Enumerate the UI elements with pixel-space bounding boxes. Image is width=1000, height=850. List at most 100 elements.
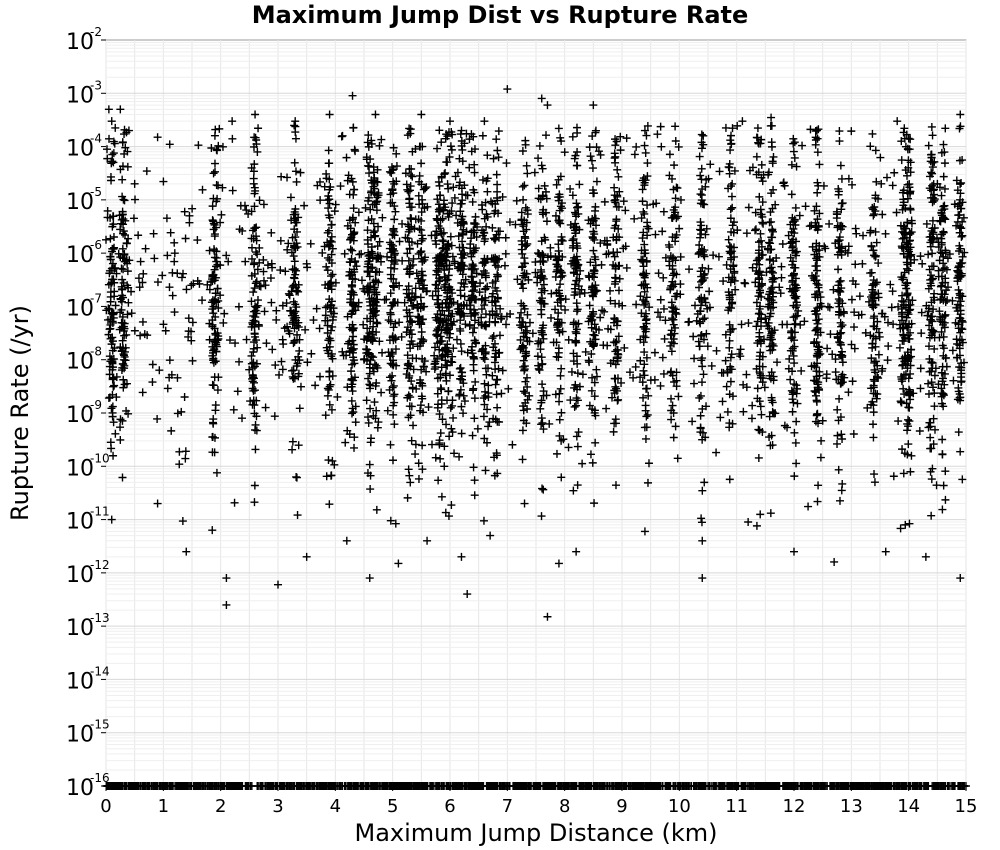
scatter-point bbox=[665, 171, 674, 180]
scatter-point bbox=[596, 150, 605, 159]
scatter-point bbox=[480, 434, 489, 443]
scatter-point bbox=[587, 386, 596, 395]
scatter-point bbox=[611, 141, 620, 150]
scatter-point bbox=[495, 227, 504, 236]
scatter-point bbox=[869, 408, 878, 417]
scatter-point bbox=[390, 231, 399, 240]
scatter-point bbox=[502, 159, 511, 168]
scatter-point bbox=[696, 424, 705, 433]
scatter-point bbox=[578, 370, 587, 379]
scatter-point bbox=[385, 385, 394, 394]
scatter-point bbox=[954, 285, 963, 294]
scatter-point bbox=[728, 124, 737, 133]
scatter-point bbox=[956, 393, 965, 402]
scatter-point bbox=[150, 254, 159, 263]
scatter-point bbox=[523, 382, 532, 391]
scatter-point bbox=[148, 378, 157, 387]
scatter-point bbox=[855, 292, 864, 301]
scatter-point bbox=[695, 342, 704, 351]
scatter-point bbox=[658, 353, 667, 362]
scatter-point bbox=[589, 246, 598, 255]
scatter-point bbox=[807, 362, 816, 371]
scatter-point bbox=[643, 172, 652, 181]
scatter-point bbox=[817, 302, 826, 311]
scatter-point bbox=[577, 285, 586, 294]
scatter-point bbox=[556, 371, 565, 380]
scatter-point bbox=[410, 224, 419, 233]
scatter-point bbox=[110, 381, 119, 390]
scatter-point bbox=[637, 214, 646, 223]
scatter-point bbox=[138, 388, 147, 397]
scatter-point bbox=[316, 196, 325, 205]
scatter-point bbox=[653, 130, 662, 139]
scatter-point bbox=[324, 159, 333, 168]
scatter-point bbox=[365, 380, 374, 389]
scatter-point bbox=[940, 263, 949, 272]
scatter-point bbox=[834, 265, 843, 274]
scatter-point bbox=[389, 381, 398, 390]
scatter-point bbox=[346, 245, 355, 254]
scatter-point bbox=[767, 189, 776, 198]
scatter-point bbox=[122, 256, 131, 265]
scatter-point bbox=[665, 150, 674, 159]
scatter-point bbox=[789, 147, 798, 156]
scatter-point bbox=[748, 401, 757, 410]
scatter-point bbox=[643, 218, 652, 227]
scatter-point bbox=[418, 315, 427, 324]
scatter-point bbox=[835, 243, 844, 252]
scatter-point bbox=[493, 146, 502, 155]
scatter-point bbox=[407, 330, 416, 339]
scatter-point bbox=[441, 369, 450, 378]
scatter-point bbox=[700, 314, 709, 323]
scatter-point bbox=[722, 260, 731, 269]
scatter-point bbox=[417, 159, 426, 168]
scatter-point bbox=[138, 278, 147, 287]
scatter-point bbox=[538, 380, 547, 389]
scatter-point bbox=[916, 384, 925, 393]
chart-title: Maximum Jump Dist vs Rupture Rate bbox=[252, 1, 749, 29]
scatter-point bbox=[700, 478, 709, 487]
scatter-point bbox=[670, 161, 679, 170]
scatter-point bbox=[365, 460, 374, 469]
scatter-point bbox=[504, 384, 513, 393]
scatter-point bbox=[554, 559, 563, 568]
scatter-point bbox=[672, 368, 681, 377]
scatter-point bbox=[517, 236, 526, 245]
scatter-point bbox=[899, 273, 908, 282]
scatter-point bbox=[639, 262, 648, 271]
scatter-point bbox=[955, 246, 964, 255]
scatter-point bbox=[790, 547, 798, 556]
scatter-point bbox=[821, 244, 830, 253]
scatter-point bbox=[658, 227, 667, 236]
scatter-point bbox=[214, 141, 223, 150]
scatter-point bbox=[848, 377, 857, 386]
scatter-point bbox=[253, 147, 262, 156]
scatter-point bbox=[159, 177, 168, 186]
scatter-point bbox=[572, 299, 581, 308]
scatter-point bbox=[435, 345, 444, 354]
scatter-point bbox=[823, 344, 832, 353]
scatter-point bbox=[669, 320, 678, 329]
scatter-point bbox=[927, 122, 936, 131]
scatter-point bbox=[435, 410, 444, 419]
scatter-point bbox=[766, 441, 775, 450]
scatter-point bbox=[726, 325, 735, 334]
scatter-point bbox=[836, 379, 845, 388]
scatter-point bbox=[411, 450, 420, 459]
scatter-point bbox=[342, 536, 351, 545]
scatter-point bbox=[482, 438, 491, 447]
scatter-point bbox=[538, 256, 547, 265]
scatter-point bbox=[572, 432, 581, 441]
scatter-point bbox=[177, 407, 186, 416]
scatter-point bbox=[791, 203, 800, 212]
scatter-point bbox=[109, 149, 118, 158]
scatter-point bbox=[213, 386, 222, 395]
scatter-point bbox=[640, 126, 649, 135]
scatter-point bbox=[938, 435, 947, 444]
scatter-point bbox=[108, 375, 117, 384]
scatter-point bbox=[952, 221, 961, 230]
scatter-point bbox=[569, 234, 578, 243]
scatter-point bbox=[801, 202, 810, 211]
scatter-point bbox=[537, 398, 546, 407]
scatter-point bbox=[766, 309, 775, 318]
